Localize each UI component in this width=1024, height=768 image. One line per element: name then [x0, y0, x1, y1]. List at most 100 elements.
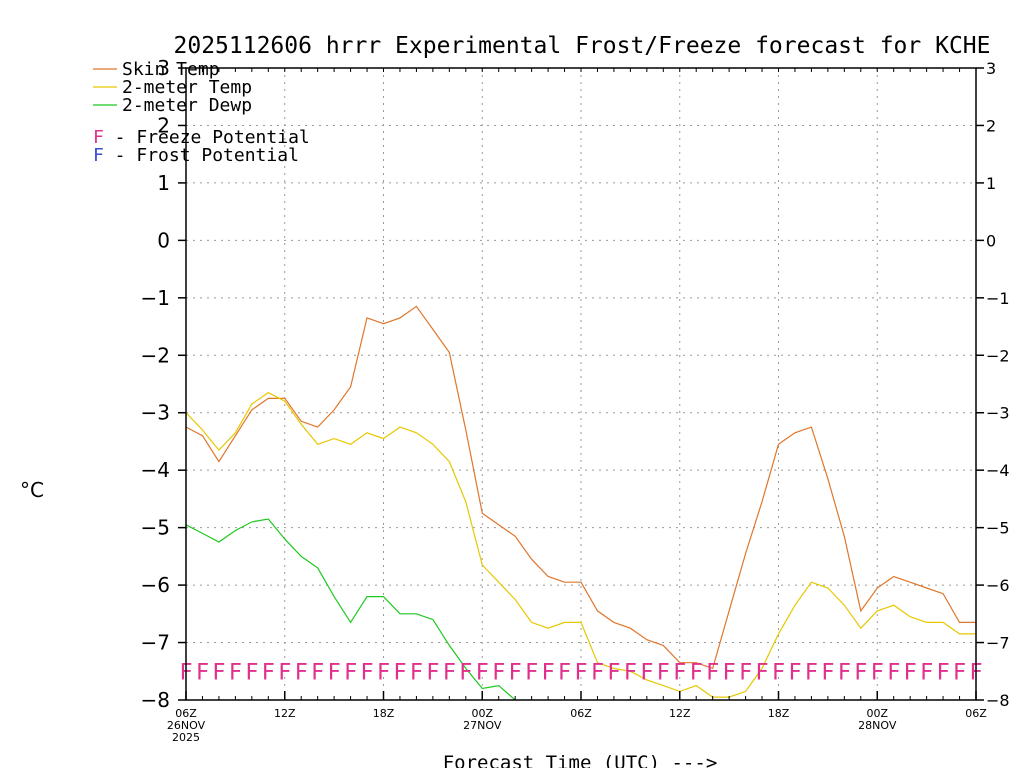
freeze-marker: F	[393, 660, 406, 685]
y-tick-label-left: −1	[141, 286, 170, 310]
freeze-marker: F	[574, 660, 587, 685]
freeze-marker: F	[805, 660, 818, 685]
legend-marker-entry: F - Frost Potential	[93, 145, 299, 166]
freeze-marker: F	[739, 660, 752, 685]
freeze-marker: F	[492, 660, 505, 685]
freeze-marker: F	[887, 660, 900, 685]
series-line-skin-temp	[186, 305, 976, 670]
x-tick-label: 06Z	[175, 707, 197, 720]
y-tick-label-left: −8	[141, 688, 170, 712]
freeze-marker: F	[295, 660, 308, 685]
y-tick-label-left: −6	[141, 573, 170, 597]
x-tick-label: 06Z	[570, 707, 592, 720]
legend-marker-entry: F - Freeze Potential	[93, 127, 310, 148]
y-tick-label-right: −2	[986, 346, 1010, 365]
y-tick-label-right: −3	[986, 404, 1010, 423]
series-lines	[186, 305, 976, 700]
freeze-marker: F	[755, 660, 768, 685]
x-tick-label: 18Z	[768, 707, 790, 720]
freeze-marker: F	[328, 660, 341, 685]
freeze-marker: F	[920, 660, 933, 685]
x-tick-label: 27NOV	[463, 719, 502, 732]
y-tick-label-left: 1	[157, 171, 170, 195]
freeze-marker: F	[706, 660, 719, 685]
freeze-marker: F	[426, 660, 439, 685]
legend-label: Skin Temp	[122, 59, 220, 80]
freeze-marker: F	[278, 660, 291, 685]
y-tick-label-left: −2	[141, 343, 170, 367]
y-tick-label-right: −1	[986, 289, 1010, 308]
y-tick-label-left: −5	[141, 516, 170, 540]
freeze-marker: F	[410, 660, 423, 685]
y-tick-label-right: 3	[986, 59, 996, 78]
freeze-marker: F	[459, 660, 472, 685]
x-tick-label: 06Z	[965, 707, 987, 720]
y-tick-label-left: 3	[157, 56, 170, 80]
freeze-marker: F	[640, 660, 653, 685]
freeze-marker: F	[624, 660, 637, 685]
y-tick-label-right: 0	[986, 231, 996, 250]
freeze-marker: F	[360, 660, 373, 685]
freeze-marker: F	[657, 660, 670, 685]
x-tick-label: 28NOV	[858, 719, 897, 732]
series-line-2-meter-temp	[186, 391, 976, 698]
y-tick-label-left: −7	[141, 631, 170, 655]
y-tick-label-right: 1	[986, 174, 996, 193]
freeze-marker: F	[212, 660, 225, 685]
freeze-marker: F	[311, 660, 324, 685]
y-tick-label-left: 0	[157, 228, 170, 252]
freeze-marker: F	[476, 660, 489, 685]
x-tick-label: 00Z	[471, 707, 493, 720]
freeze-marker: F	[558, 660, 571, 685]
freeze-marker: F	[245, 660, 258, 685]
freeze-marker: F	[788, 660, 801, 685]
freeze-marker: F	[953, 660, 966, 685]
y-tick-label-right: −6	[986, 576, 1010, 595]
freeze-marker: F	[262, 660, 275, 685]
freeze-marker: F	[772, 660, 785, 685]
y-tick-label-left: −3	[141, 401, 170, 425]
x-tick-label: 26NOV	[167, 719, 206, 732]
y-tick-label-right: −4	[986, 461, 1010, 480]
x-tick-label: 12Z	[274, 707, 296, 720]
y-tick-label-right: −5	[986, 519, 1010, 538]
freeze-marker: F	[229, 660, 242, 685]
freeze-marker: F	[591, 660, 604, 685]
freeze-marker: F	[509, 660, 522, 685]
x-tick-label: 2025	[172, 731, 200, 744]
y-tick-label-right: −7	[986, 634, 1010, 653]
freeze-marker: F	[904, 660, 917, 685]
y-tick-label-right: 2	[986, 116, 996, 135]
freeze-marker: F	[821, 660, 834, 685]
legend-label: 2-meter Dewp	[122, 95, 252, 116]
freeze-marker: F	[607, 660, 620, 685]
legend-label: 2-meter Temp	[122, 77, 252, 98]
y-tick-label-left: 2	[157, 113, 170, 137]
freeze-marker: F	[936, 660, 949, 685]
freeze-marker: F	[690, 660, 703, 685]
freeze-marker: F	[377, 660, 390, 685]
freeze-marker: F	[443, 660, 456, 685]
series-line-2-meter-dewp	[186, 518, 517, 700]
chart-title: 2025112606 hrrr Experimental Frost/Freez…	[174, 33, 991, 59]
x-tick-label: 00Z	[866, 707, 888, 720]
x-axis-label: Forecast Time (UTC) --->	[443, 752, 718, 768]
y-axis-unit-label: °C	[20, 478, 44, 502]
grid-lines	[186, 68, 976, 700]
x-tick-label: 18Z	[373, 707, 395, 720]
freeze-marker: F	[854, 660, 867, 685]
x-tick-label: 12Z	[669, 707, 691, 720]
freeze-marker: F	[723, 660, 736, 685]
freeze-marker: F	[344, 660, 357, 685]
freeze-marker: F	[838, 660, 851, 685]
freeze-marker: F	[541, 660, 554, 685]
freeze-marker: F	[525, 660, 538, 685]
y-tick-label-left: −4	[141, 458, 170, 482]
freeze-marker: F	[871, 660, 884, 685]
axes: 3 3 2 2 1 1 0 0 −1 −1 −2 −2 −3 −3 −4 −4 −5 −5 −6 −6 −7 −7 −8 −8…	[141, 56, 1010, 744]
freeze-marker: F	[196, 660, 209, 685]
y-tick-label-right: −8	[986, 691, 1010, 710]
freeze-marker: F	[673, 660, 686, 685]
